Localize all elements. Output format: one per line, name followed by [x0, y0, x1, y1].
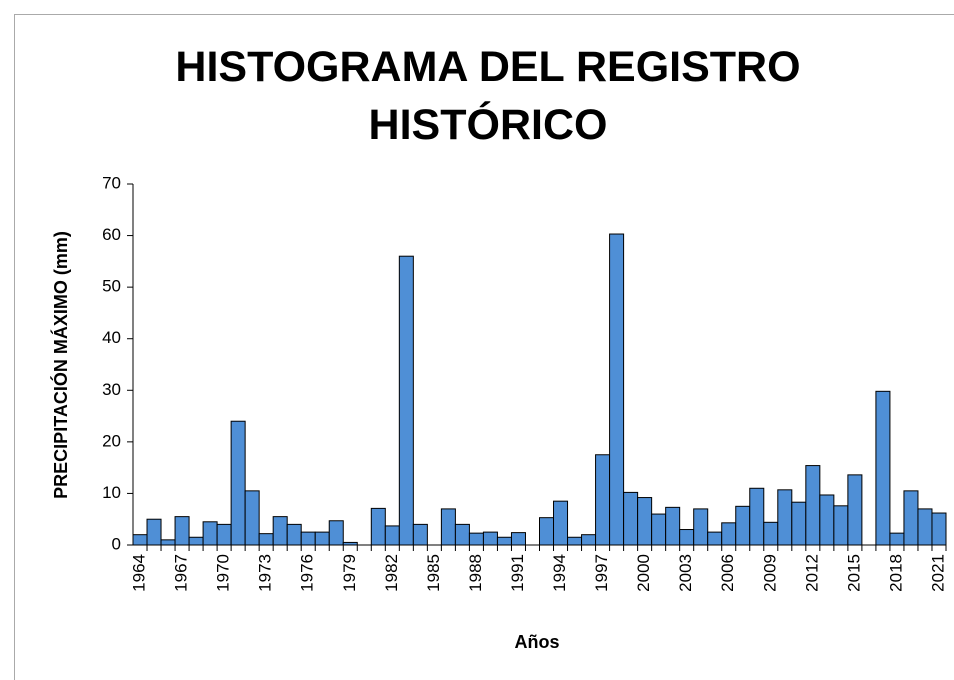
bar — [398, 255, 414, 546]
bar — [258, 533, 274, 546]
bar — [763, 521, 779, 546]
bar — [721, 522, 737, 546]
x-tick-label: 1979 — [340, 554, 359, 592]
bar — [539, 517, 555, 546]
bar — [637, 497, 653, 546]
bar — [567, 536, 583, 546]
bar — [707, 531, 723, 546]
y-tick-label: 30 — [102, 380, 121, 399]
bar — [496, 536, 512, 546]
bar — [749, 487, 765, 546]
bar — [931, 512, 947, 546]
bar — [679, 529, 695, 546]
bar — [581, 534, 597, 546]
bar — [370, 507, 386, 546]
bar — [412, 523, 428, 546]
x-tick-label: 2000 — [634, 554, 653, 592]
x-tick-label: 2012 — [802, 554, 821, 592]
bar — [735, 505, 751, 546]
x-tick-label: 2006 — [718, 554, 737, 592]
x-tick-label: 1997 — [592, 554, 611, 592]
chart-frame — [14, 14, 954, 680]
bar — [665, 506, 681, 546]
bar — [174, 516, 190, 546]
bar — [553, 500, 569, 546]
bar — [510, 532, 526, 546]
bar — [440, 508, 456, 546]
y-tick-label: 20 — [102, 431, 121, 450]
x-tick-label: 2021 — [928, 554, 947, 592]
bar — [202, 521, 218, 546]
bar — [314, 531, 330, 546]
y-axis-label: PRECIPITACIÓN MÁXIMO (mm) — [50, 231, 71, 499]
y-tick-label: 50 — [102, 277, 121, 296]
x-tick-label: 1982 — [382, 554, 401, 592]
bar — [609, 233, 625, 546]
bar — [132, 534, 148, 546]
x-tick-label: 1976 — [298, 554, 317, 592]
bar — [384, 525, 400, 546]
bar — [300, 531, 316, 546]
bar — [917, 508, 933, 546]
y-tick-label: 70 — [102, 173, 121, 192]
x-tick-label: 2015 — [844, 554, 863, 592]
x-tick-label: 1994 — [550, 554, 569, 592]
bar — [328, 520, 344, 546]
bar — [847, 474, 863, 546]
bar — [468, 532, 484, 546]
bar — [819, 494, 835, 546]
x-tick-label: 1988 — [466, 554, 485, 592]
bar — [160, 539, 176, 546]
x-tick-label: 2003 — [676, 554, 695, 592]
x-tick-label: 2009 — [760, 554, 779, 592]
bar — [903, 490, 919, 546]
bar — [146, 518, 162, 546]
bar — [889, 532, 905, 546]
bar — [482, 531, 498, 546]
bar — [454, 523, 470, 546]
y-tick-label: 10 — [102, 483, 121, 502]
x-axis-label: Años — [515, 632, 560, 652]
y-tick-label: 60 — [102, 225, 121, 244]
y-tick-label: 0 — [112, 534, 121, 553]
bar — [651, 513, 667, 546]
x-tick-label: 1967 — [172, 554, 191, 592]
bar — [777, 489, 793, 546]
x-tick-label: 2018 — [886, 554, 905, 592]
bar — [693, 508, 709, 546]
x-tick-label: 1973 — [256, 554, 275, 592]
bar — [244, 490, 260, 546]
x-tick-label: 1985 — [424, 554, 443, 592]
bar — [805, 465, 821, 546]
bar — [188, 536, 204, 546]
chart-title: HISTOGRAMA DEL REGISTRO HISTÓRICO — [175, 43, 801, 149]
x-tick-label: 1991 — [508, 554, 527, 592]
bar — [875, 390, 891, 546]
bar — [230, 420, 246, 546]
bar — [272, 516, 288, 546]
x-tick-label: 1964 — [129, 554, 148, 592]
bar — [286, 523, 302, 546]
bar — [623, 491, 639, 546]
bar — [595, 454, 611, 546]
x-tick-label: 1970 — [214, 554, 233, 592]
bar — [216, 523, 232, 546]
bar — [791, 501, 807, 546]
bar — [833, 505, 849, 546]
y-tick-label: 40 — [102, 328, 121, 347]
